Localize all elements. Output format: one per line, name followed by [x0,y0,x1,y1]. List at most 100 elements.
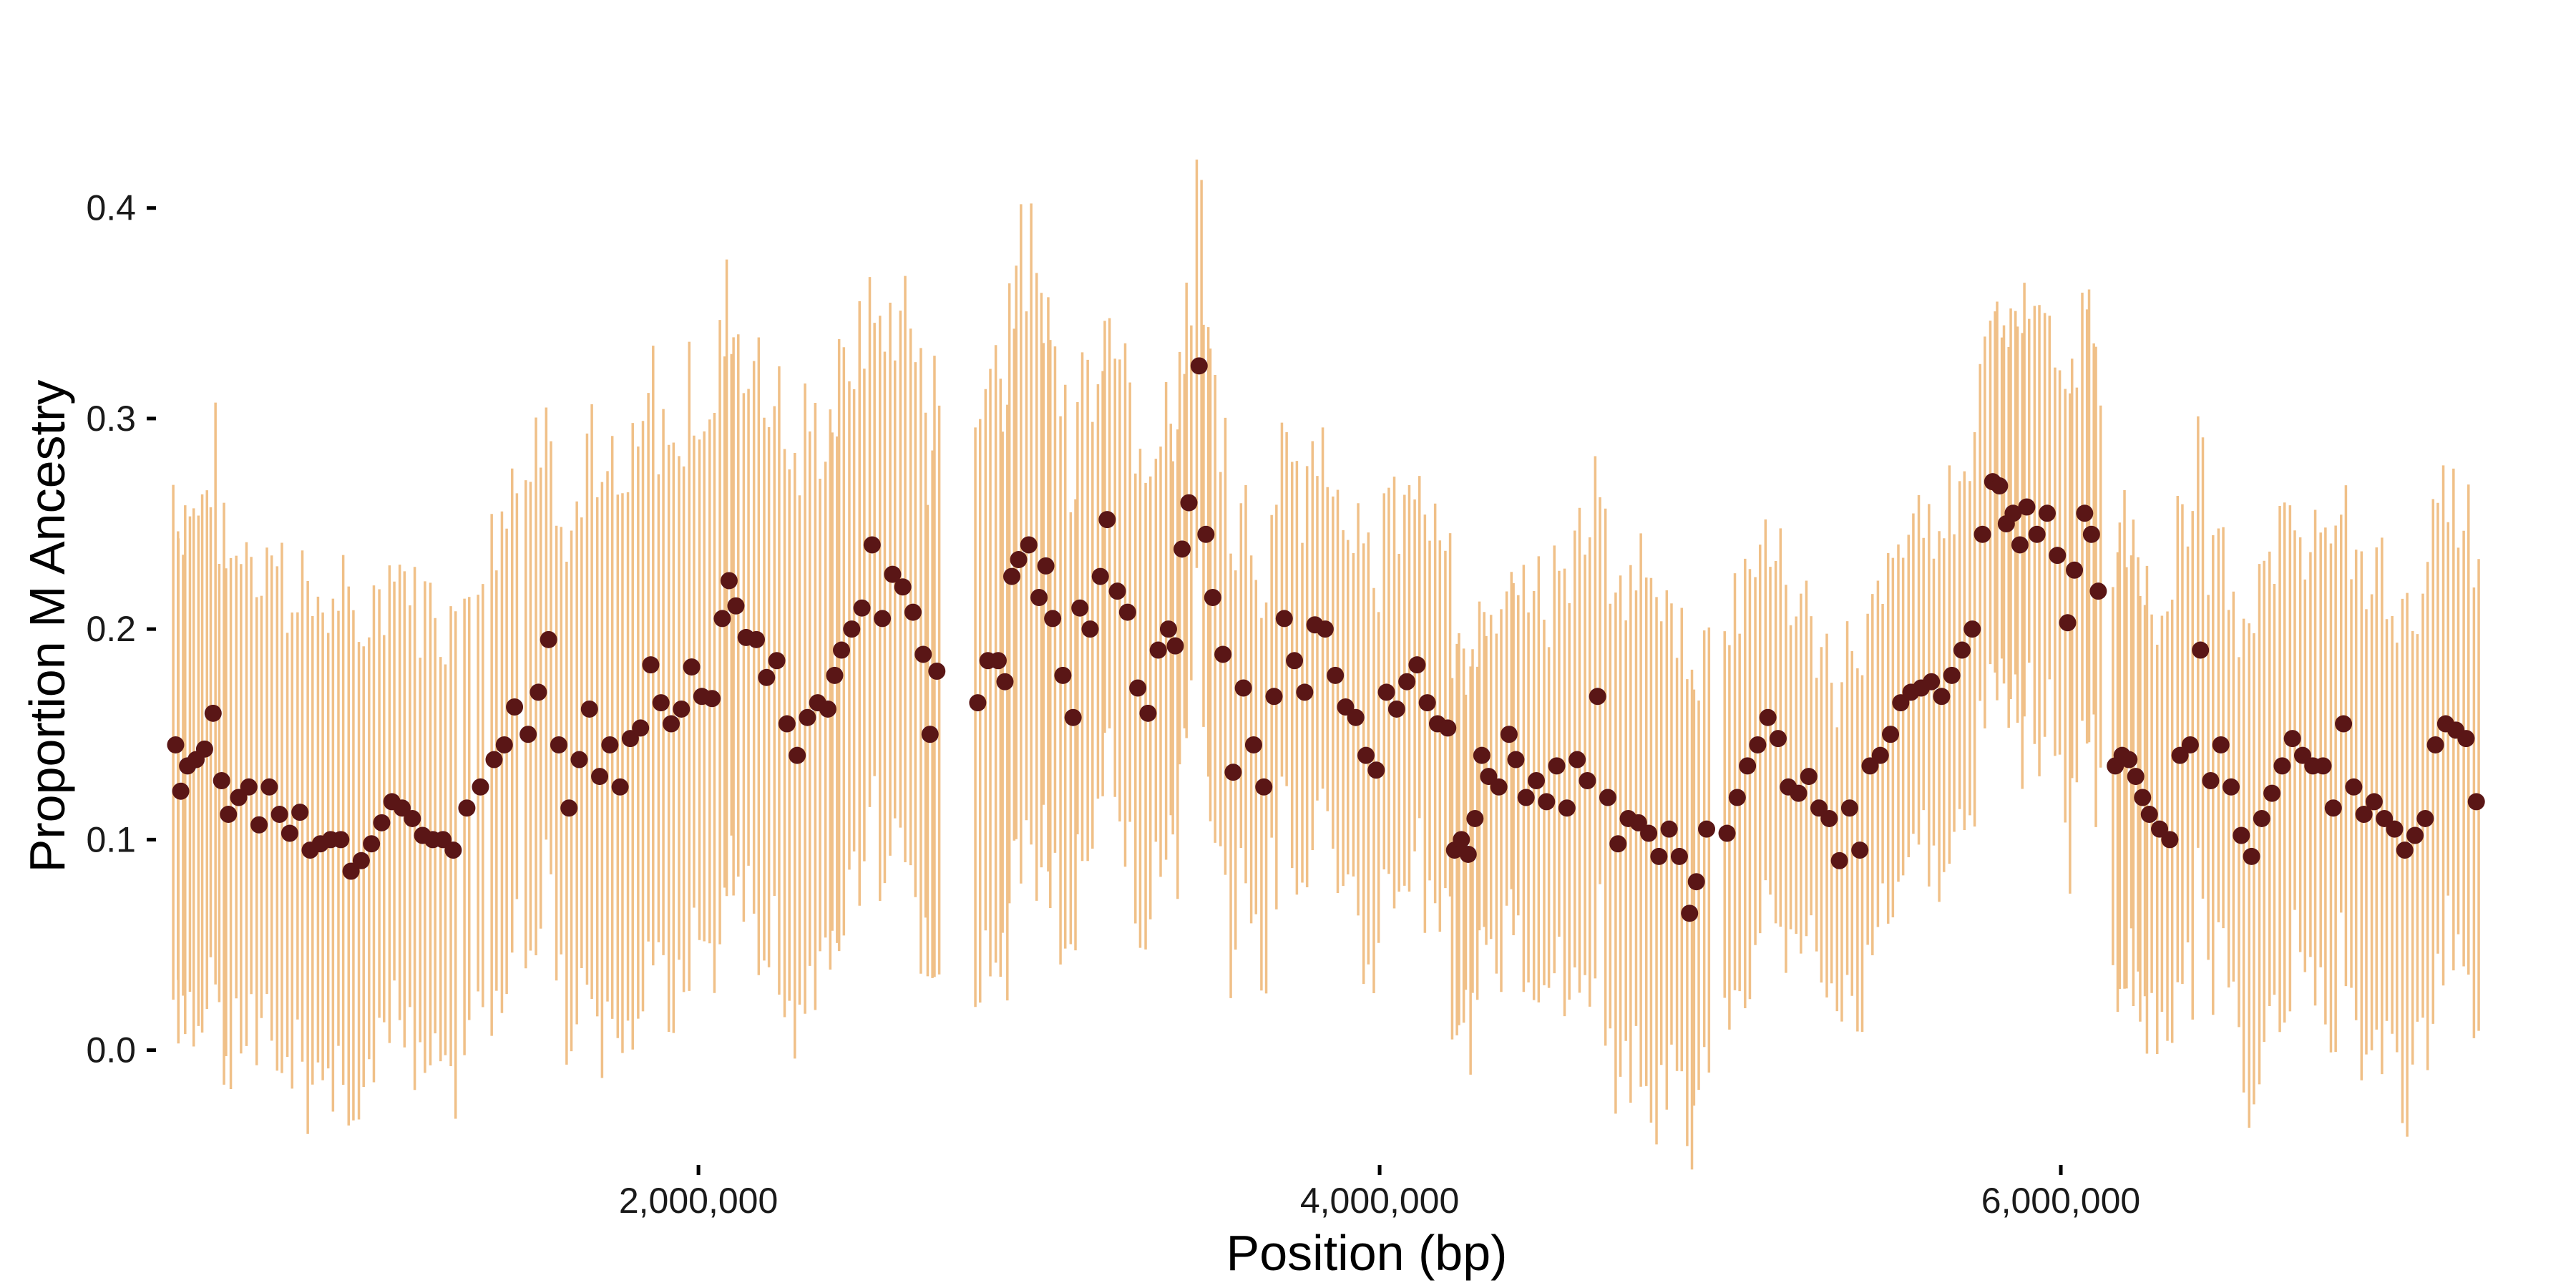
data-point [2223,778,2240,796]
data-point [2263,784,2281,802]
data-point [904,603,922,621]
data-point [1943,666,1961,684]
data-point [2273,757,2291,775]
data-point [2467,793,2485,811]
data-point [2192,641,2210,659]
data-point [1923,673,1941,691]
data-point [1810,799,1828,817]
data-point [1609,835,1627,853]
y-tick-label: 0.2 [86,609,136,649]
data-point [2355,806,2373,824]
data-point [458,799,476,817]
data-point [2120,751,2138,769]
data-point [914,645,932,663]
data-point [1507,751,1525,769]
data-point [2059,614,2077,632]
data-point [1044,610,1062,628]
data-point [342,862,360,880]
data-point [2324,799,2342,817]
data-point [789,746,806,764]
data-point [2416,809,2434,827]
data-point [996,673,1014,691]
data-point [1882,726,1900,743]
data-point [250,816,268,834]
data-point [2233,826,2250,844]
data-point [1589,688,1606,706]
data-point [1408,656,1426,674]
data-point [748,630,766,648]
data-point [404,809,421,827]
data-point [1275,610,1293,628]
data-point [632,719,650,737]
data-point [2140,806,2158,824]
data-point [928,662,946,680]
data-point [1010,551,1028,569]
data-point [652,694,670,712]
data-point [2314,757,2332,775]
data-point [969,694,987,712]
data-point [1159,620,1177,638]
data-point [894,578,912,596]
data-point [1387,700,1405,718]
data-point [1528,771,1546,789]
data-point [1091,567,1109,585]
data-point [2004,504,2022,522]
data-point [1316,620,1334,638]
data-point [332,831,350,849]
data-point [1718,824,1736,842]
data-point [472,778,489,796]
data-point [1660,820,1678,838]
data-point [519,726,537,743]
data-point [673,700,691,718]
data-point [1991,477,2009,495]
data-point [1129,679,1147,697]
data-point [1568,751,1586,769]
data-point [611,778,629,796]
data-point [485,751,503,769]
data-point [204,704,222,722]
data-point [1296,683,1314,701]
data-point [1820,809,1838,827]
data-point [2335,715,2353,733]
data-point [434,831,452,849]
data-point [1234,679,1252,697]
data-point [2212,736,2230,753]
data-point [1548,757,1566,775]
data-point [1054,666,1072,684]
data-point [1139,704,1157,722]
data-point [1739,757,1757,775]
data-point [172,782,190,800]
data-point [1255,778,1273,796]
data-point [663,715,680,733]
data-point [1650,847,1668,865]
data-point [167,736,185,753]
data-point [530,683,547,701]
data-point [1871,746,1889,764]
data-point [1963,620,1981,638]
data-point [2426,736,2444,753]
data-point [1698,820,1715,838]
data-point [2089,582,2107,600]
data-point [2151,820,2169,838]
data-point [1064,708,1082,726]
data-point [2396,841,2414,859]
data-point [1599,789,1616,806]
x-axis-title: Position (bp) [1226,1225,1508,1281]
y-tick-label: 0.1 [86,819,136,859]
data-point [570,751,588,769]
data-point [1149,641,1167,659]
data-point [720,572,738,590]
data-point [683,658,701,676]
data-point [2406,826,2424,844]
data-point [1790,784,1807,802]
data-point [2243,847,2260,865]
x-axis: 2,000,000 4,000,000 6,000,000 [619,1165,2140,1221]
data-point [2049,547,2067,565]
data-point [1265,688,1283,706]
data-point [1640,824,1658,842]
data-point [2365,793,2383,811]
data-point [1830,852,1848,869]
y-tick-label: 0.4 [86,188,136,228]
data-point [2283,730,2301,748]
data-point [2386,820,2404,838]
